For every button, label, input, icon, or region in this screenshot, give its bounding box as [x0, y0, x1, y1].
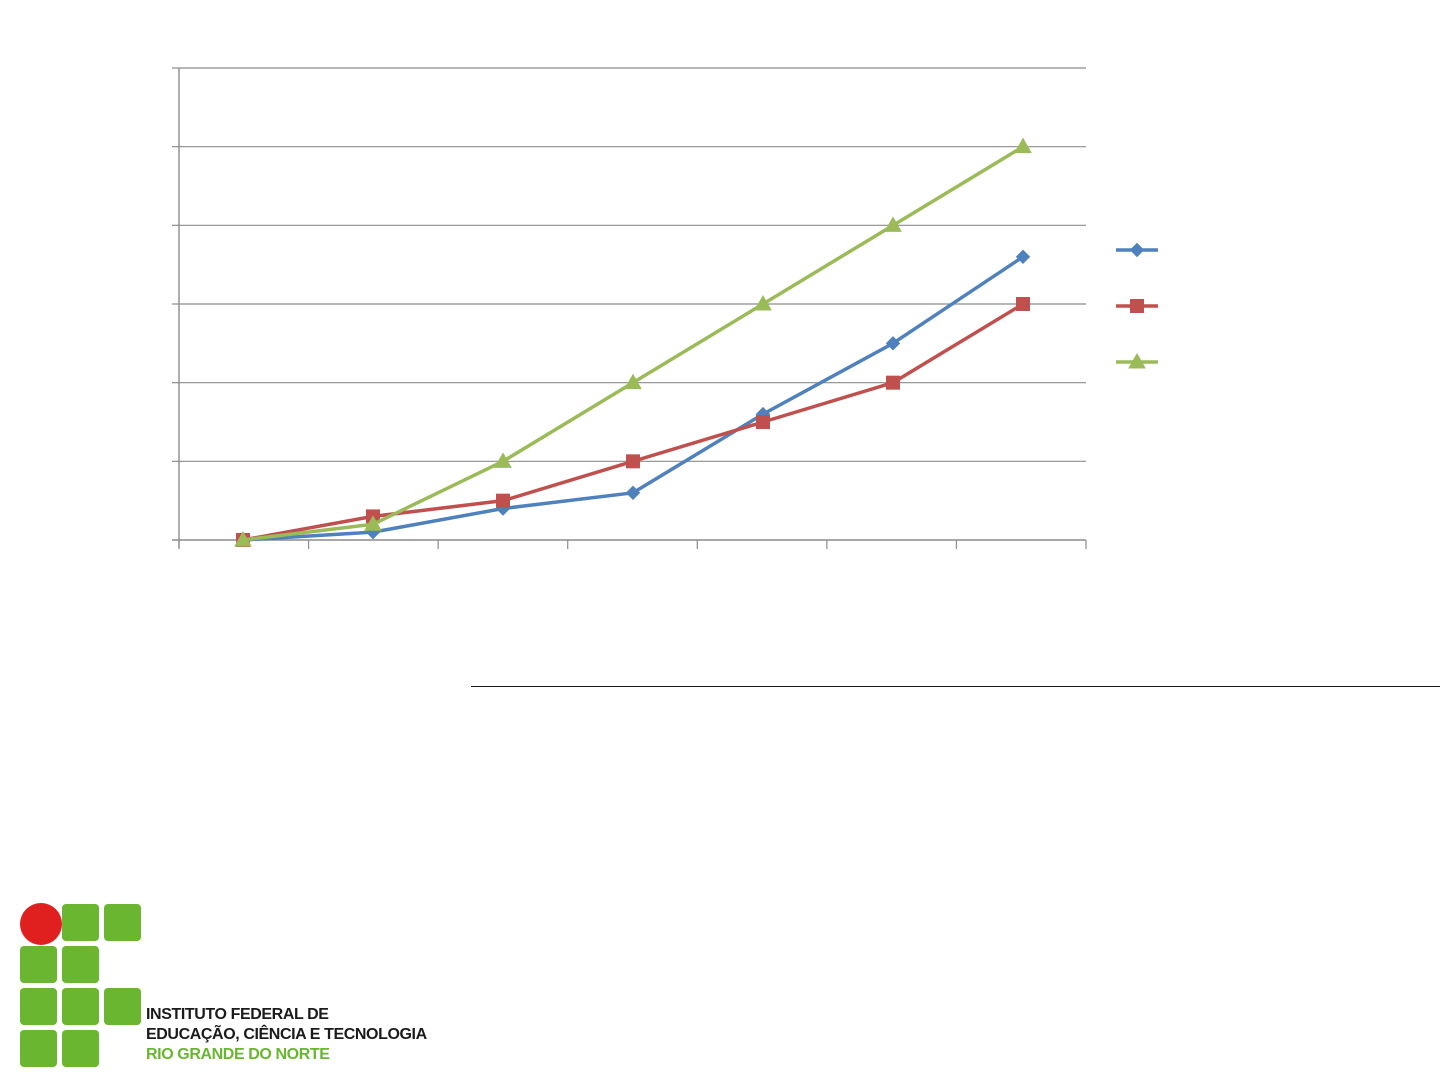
logo-green-block [20, 1030, 57, 1067]
logo-text: INSTITUTO FEDERAL DE EDUCAÇÃO, CIÊNCIA E… [146, 1005, 427, 1065]
series-1-point [1015, 249, 1031, 265]
series-1-point [885, 336, 901, 351]
series-3-point [364, 515, 382, 531]
series-3 [234, 137, 1032, 547]
logo-green-block [62, 1030, 99, 1067]
logo-text-line2: EDUCAÇÃO, CIÊNCIA E TECNOLOGIA [146, 1026, 427, 1043]
legend-entry-2 [1116, 299, 1158, 313]
legend-entry-1 [1116, 242, 1158, 258]
legend-swatch-marker [1128, 352, 1146, 369]
series-3-point [234, 530, 252, 547]
series-1-point [625, 485, 641, 501]
series-2-point [496, 493, 510, 508]
logo-green-block [104, 904, 141, 941]
logo-text-line1: INSTITUTO FEDERAL DE [146, 1006, 329, 1023]
series-lines [234, 137, 1032, 548]
series-3-point [624, 373, 642, 390]
series-2 [236, 297, 1030, 547]
legend-swatch-marker [1129, 242, 1145, 258]
series-3-point [1014, 137, 1032, 154]
logo-green-block [62, 946, 99, 983]
axes [172, 68, 1087, 549]
series-3-point [754, 294, 772, 311]
series-3-point [494, 452, 512, 468]
legend-entry-3 [1116, 352, 1158, 369]
series-3-line [242, 145, 1024, 542]
logo-green-block [20, 988, 57, 1025]
horizontal-divider [471, 686, 1440, 687]
series-2-point [886, 375, 900, 390]
logo-green-block [62, 988, 99, 1025]
legend-swatch-marker [1130, 299, 1144, 313]
institution-logo: INSTITUTO FEDERAL DE EDUCAÇÃO, CIÊNCIA E… [0, 880, 480, 1080]
logo-red-circle [20, 903, 62, 945]
logo-green-block [62, 904, 99, 941]
gridlines [172, 67, 1086, 462]
series-2-point [1016, 297, 1030, 311]
series-1 [235, 249, 1031, 548]
series-2-point [756, 415, 770, 429]
logo-green-block [104, 988, 141, 1025]
line-chart [172, 67, 1158, 549]
series-3-point [884, 216, 902, 232]
series-2-point [626, 454, 640, 469]
series-2-line [242, 302, 1024, 542]
logo-text-line3: RIO GRANDE DO NORTE [146, 1046, 330, 1063]
logo-green-block [20, 946, 57, 983]
legend [1116, 242, 1158, 369]
